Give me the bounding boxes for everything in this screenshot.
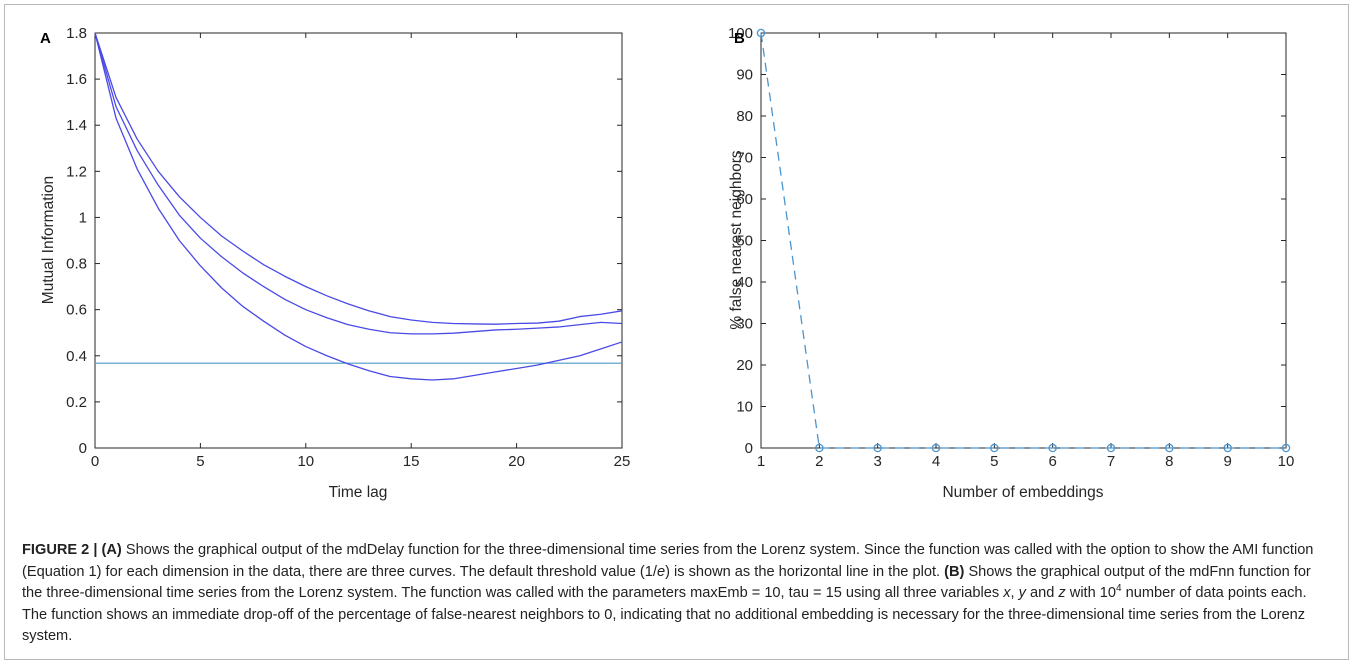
chart-b-y-tick-label: 60 xyxy=(736,191,753,208)
caption-var-y: y xyxy=(1018,585,1026,601)
chart-a-series-line-3 xyxy=(94,32,623,381)
chart-a-y-tick-label: 1 xyxy=(79,209,87,226)
chart-b-y-tick-label: 50 xyxy=(736,233,753,250)
chart-a: 0 5 10 15 20 25 0 0.2 0.4 0.6 0.8 1 1.2 1.4 1.6 1.8 A T… xyxy=(40,25,630,501)
chart-a-x-tick-label: 20 xyxy=(508,453,525,470)
chart-b-x-tick-label: 5 xyxy=(990,453,998,470)
chart-b-y-tick-label: 20 xyxy=(736,357,753,374)
caption-exponent: 4 xyxy=(1116,583,1122,594)
chart-b-ylabel: % false nearest neighbors xyxy=(728,150,745,329)
figure-caption: FIGURE 2 | (A) Shows the graphical outpu… xyxy=(22,540,1332,648)
caption-var-z: z xyxy=(1058,585,1066,601)
chart-a-x-tick-label: 10 xyxy=(297,453,314,470)
chart-b-y-tick-label: 70 xyxy=(736,150,753,167)
caption-text-5: number of data points each. The function… xyxy=(22,585,1307,644)
caption-separator-2: and xyxy=(1025,585,1059,601)
caption-text-4: with 10 xyxy=(1065,585,1117,601)
chart-a-xlabel: Time lag xyxy=(329,484,388,501)
chart-a-x-tick-label: 15 xyxy=(403,453,420,470)
caption-var-x: x xyxy=(1003,585,1011,601)
chart-b-point xyxy=(873,443,882,453)
chart-a-y-tick-label: 0.2 xyxy=(66,394,87,411)
chart-b-point xyxy=(1106,443,1116,453)
chart-b-x-tick-label: 10 xyxy=(1278,453,1295,470)
chart-b-series xyxy=(756,28,1291,453)
chart-b-x-tick-label: 4 xyxy=(932,453,940,470)
chart-b-x-tick-label: 9 xyxy=(1223,453,1231,470)
caption-text-1: Shows the graphical output of the mdDela… xyxy=(22,542,1314,580)
caption-separator-1: , xyxy=(1010,585,1019,601)
chart-b-y-tick-label: 10 xyxy=(736,399,753,416)
figure-frame xyxy=(4,4,1349,660)
chart-a-x-tick-label: 25 xyxy=(614,453,631,470)
caption-figure-label: FIGURE 2 | xyxy=(22,542,98,558)
chart-a-y-tick-label: 1.8 xyxy=(66,25,87,42)
chart-b-x-tick-label: 8 xyxy=(1165,453,1173,470)
chart-a-ticks: 0 5 10 15 20 25 0 0.2 0.4 0.6 0.8 1 1.2 1.4 1.6 1.8 xyxy=(66,25,630,470)
chart-a-y-tick-label: 1.2 xyxy=(66,163,87,180)
chart-a-y-tick-label: 1.6 xyxy=(66,71,87,88)
chart-a-plot-area xyxy=(94,32,623,449)
chart-a-panel-label: A xyxy=(40,30,51,47)
chart-a-y-tick-label: 0.4 xyxy=(66,348,87,365)
chart-b-plot-area xyxy=(760,32,1287,449)
chart-b-x-tick-label: 3 xyxy=(873,453,881,470)
caption-text-2: ) is shown as the horizontal line in the… xyxy=(665,563,945,580)
caption-e-variable: e xyxy=(656,563,666,580)
chart-b-series-line xyxy=(760,32,1286,449)
chart-b-point xyxy=(756,28,766,38)
chart-a-y-tick-label: 0 xyxy=(79,440,87,457)
chart-a-y-tick-label: 0.6 xyxy=(66,302,87,319)
caption-part-a: (A) xyxy=(101,542,122,558)
chart-b-y-tick-label: 100 xyxy=(728,25,753,42)
chart-a-series xyxy=(94,32,623,381)
chart-b-y-tick-label: 30 xyxy=(736,316,753,333)
chart-a-series-line-2 xyxy=(94,32,623,335)
chart-b-x-tick-label: 6 xyxy=(1048,453,1056,470)
chart-a-ylabel: Mutual Information xyxy=(40,176,57,304)
chart-b-y-tick-label: 80 xyxy=(736,108,753,125)
chart-b-point xyxy=(815,443,824,453)
chart-b-xlabel: Number of embeddings xyxy=(942,484,1103,501)
chart-b-point xyxy=(1165,443,1174,453)
chart-b-x-tick-label: 2 xyxy=(815,453,823,470)
chart-b-point xyxy=(1281,443,1291,453)
chart-a-y-tick-label: 0.8 xyxy=(66,256,87,273)
chart-b-x-tick-label: 7 xyxy=(1107,453,1115,470)
chart-b-point xyxy=(1048,443,1057,453)
chart-b-y-tick-label: 90 xyxy=(736,67,753,84)
chart-b-y-tick-label: 40 xyxy=(736,274,753,291)
chart-a-x-tick-label: 5 xyxy=(196,453,204,470)
chart-a-x-tick-label: 0 xyxy=(91,453,99,470)
chart-b-y-tick-label: 0 xyxy=(745,440,753,457)
chart-b-point xyxy=(1223,443,1232,453)
chart-b-point xyxy=(931,443,941,453)
chart-a-y-tick-label: 1.4 xyxy=(66,117,87,134)
chart-b-x-tick-label: 1 xyxy=(757,453,765,470)
chart-b-point xyxy=(990,443,999,453)
chart-b-panel-label: B xyxy=(734,30,745,47)
chart-a-series-line-1 xyxy=(94,32,623,325)
caption-part-b: (B) xyxy=(944,563,965,580)
caption-text-3: Shows the graphical output of the mdFnn … xyxy=(22,563,1311,602)
